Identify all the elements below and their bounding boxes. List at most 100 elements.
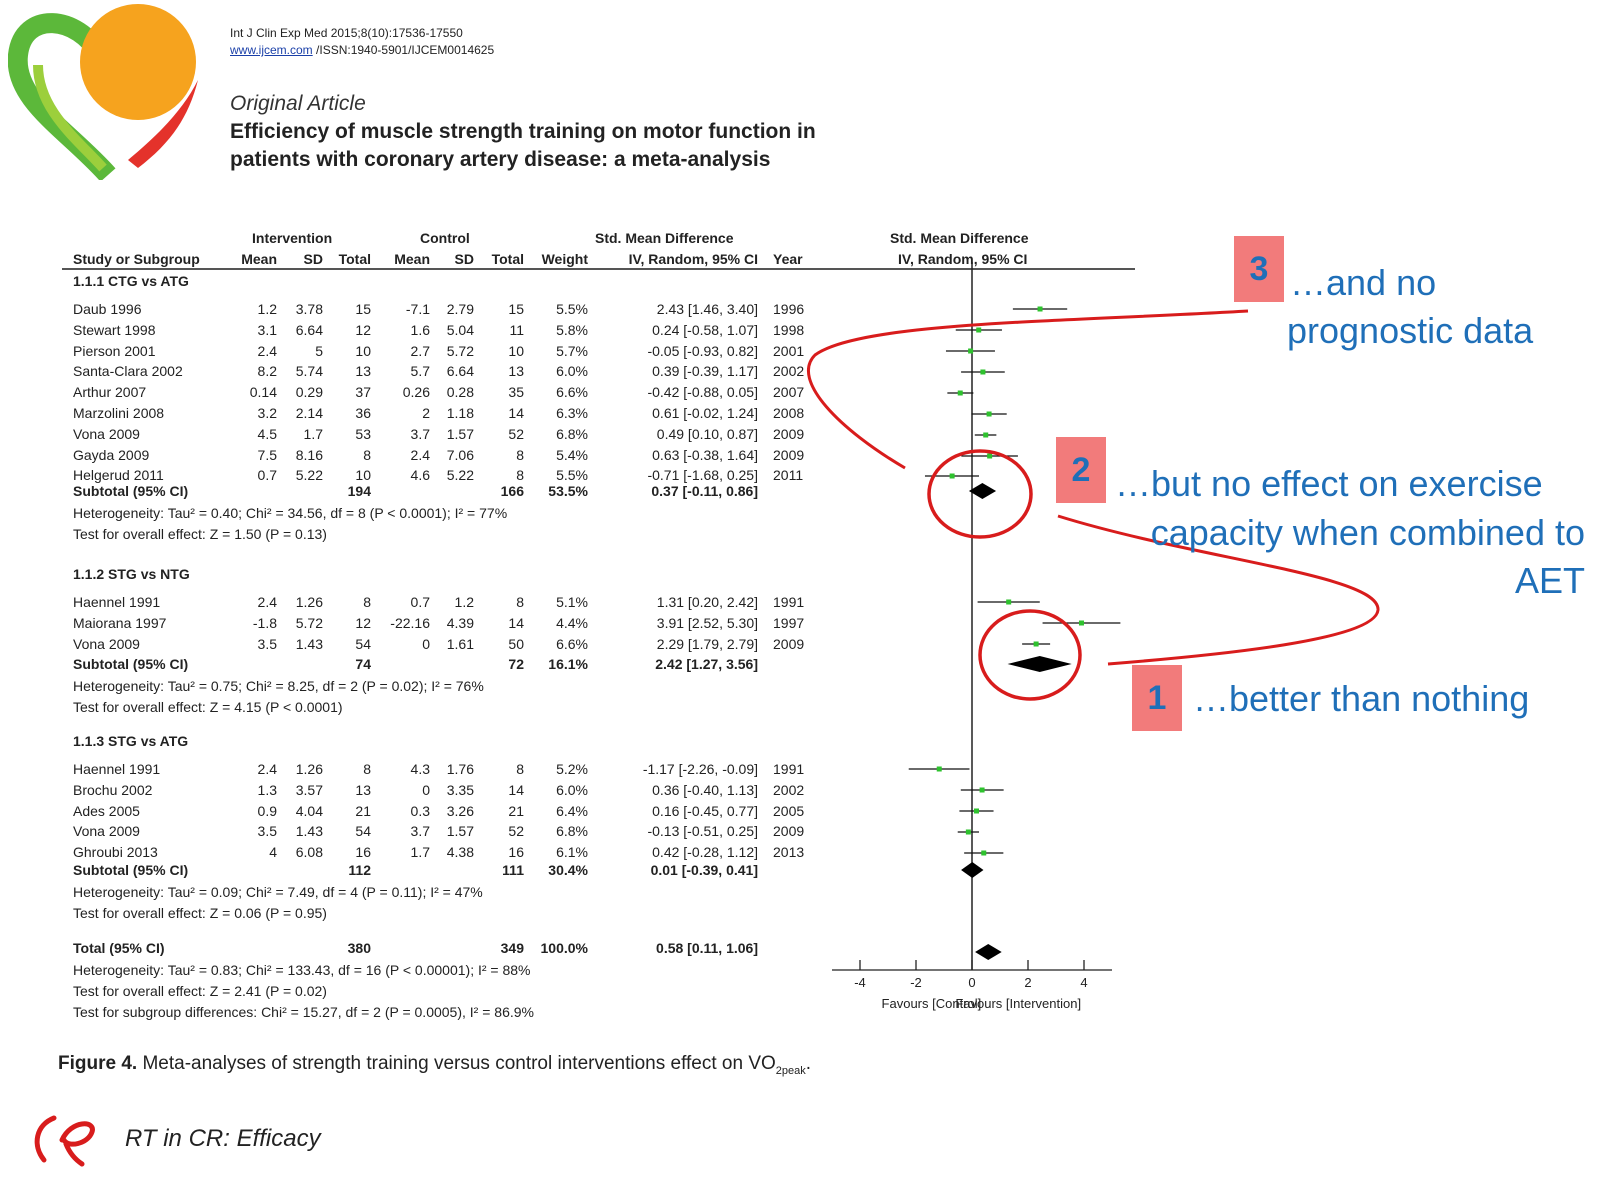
col-ci: IV, Random, 95% CI	[628, 251, 758, 267]
annotation-text-1: …better than nothing	[1193, 678, 1530, 719]
col-year: Year	[773, 251, 803, 267]
study-n1: 12	[355, 614, 371, 631]
study-m1: 7.5	[257, 446, 277, 463]
study-sd1: 1.43	[295, 823, 323, 840]
study-name: Marzolini 2008	[73, 405, 165, 421]
study-m2: 0	[422, 635, 430, 652]
study-row: Pierson 2001 2.4 5 10 2.7 5.72 10 5.7% -0.05 [-0…	[0, 342, 804, 361]
study-ci: -0.13 [-0.51, 0.25]	[647, 823, 758, 840]
study-row: Marzolini 2008 3.2 2.14 36 2 1.18 14 6.3% 0.61 […	[0, 405, 804, 423]
study-row: Arthur 2007 0.14 0.29 37 0.26 0.28 35 6.6% -0.42…	[0, 384, 804, 402]
study-m1: 0.14	[249, 384, 277, 401]
study-year: 1997	[773, 614, 805, 631]
study-m2: 0.3	[410, 802, 430, 819]
subgroup-heterogeneity: Heterogeneity: Tau² = 0.40; Chi² = 34.56…	[73, 505, 508, 521]
study-m1: 1.2	[257, 301, 277, 317]
col-total: Total	[338, 251, 371, 267]
study-n1: 37	[355, 384, 371, 401]
annotation-text-2a: …but no effect on exercise	[1115, 463, 1543, 504]
study-year: 2009	[773, 635, 805, 652]
figure-caption: Figure 4. Meta-analyses of strength trai…	[58, 1053, 811, 1077]
study-n2: 14	[508, 405, 524, 421]
col-sd: SD	[303, 251, 323, 267]
study-n2: 21	[508, 802, 524, 819]
study-m2: 1.7	[410, 844, 430, 861]
study-sd1: 2.14	[295, 405, 323, 421]
study-name: Vona 2009	[73, 635, 140, 652]
study-name: Maiorana 1997	[73, 614, 167, 631]
study-m2: 5.7	[410, 363, 430, 380]
study-row: Vona 2009 4.5 1.7 53 3.7 1.57 52 6.8% 0.49 [0.10…	[0, 425, 804, 444]
study-point	[987, 453, 993, 459]
study-ci: 0.16 [-0.45, 0.77]	[652, 802, 758, 819]
study-sd1: 4.04	[295, 802, 323, 819]
study-n1: 12	[355, 321, 371, 338]
study-year: 2008	[773, 405, 805, 421]
study-n2: 14	[508, 614, 524, 631]
col-sd2: SD	[454, 251, 474, 267]
x-label-control: Favours [Control]	[882, 996, 982, 1011]
annotation-number-2: 2	[1056, 437, 1106, 503]
pooled-diamond	[1007, 656, 1072, 672]
journal-logo	[8, 4, 198, 180]
study-sd2: 5.22	[446, 467, 474, 484]
study-n1: 21	[355, 802, 371, 819]
study-name: Helgerud 2011	[73, 467, 164, 484]
journal-url-line: www.ijcem.com /ISSN:1940-5901/IJCEM00146…	[230, 43, 494, 58]
study-ci: 0.36 [-0.40, 1.13]	[652, 781, 758, 798]
subtotal-n2: 72	[508, 656, 524, 672]
study-sd1: 3.57	[295, 781, 323, 798]
study-year: 2009	[773, 823, 805, 840]
study-m1: 0.9	[257, 802, 277, 819]
study-point	[981, 850, 987, 856]
study-ci: 0.24 [-0.58, 1.07]	[652, 321, 758, 338]
subtotal-w: 53.5%	[548, 483, 588, 499]
study-point	[979, 787, 985, 793]
study-sd1: 5.72	[295, 614, 323, 631]
study-row: Gayda 2009 7.5 8.16 8 2.4 7.06 8 5.4% 0.63 [-0.3…	[0, 446, 804, 465]
study-n2: 35	[508, 384, 524, 401]
study-w: 6.0%	[556, 781, 588, 798]
study-point	[980, 369, 986, 375]
study-sd2: 1.18	[446, 405, 474, 421]
study-name: Haennel 1991	[73, 761, 161, 777]
col-ci-plot: IV, Random, 95% CI	[898, 251, 1028, 267]
study-sd1: 6.64	[295, 321, 323, 338]
study-year: 1991	[773, 594, 805, 610]
subtotal-row: Subtotal (95% CI) 74 72 16.1% 2.42 [1.27, 3.…	[0, 656, 800, 674]
study-sd1: 6.08	[295, 844, 323, 861]
annotation-text-2c: AET	[1514, 560, 1585, 601]
study-sd2: 0.28	[446, 384, 474, 401]
journal-url-link[interactable]: www.ijcem.com	[230, 43, 313, 57]
study-ci: 3.91 [2.52, 5.30]	[656, 614, 758, 631]
study-sd1: 3.78	[295, 301, 323, 317]
study-sd2: 4.38	[446, 844, 474, 861]
x-tick-label: 2	[1024, 975, 1031, 990]
study-sd2: 6.64	[446, 363, 474, 380]
study-name: Vona 2009	[73, 823, 140, 840]
study-n2: 13	[508, 363, 524, 380]
annotation-line-3	[807, 309, 1249, 470]
study-w: 5.2%	[556, 761, 588, 777]
subgroup-heterogeneity: Heterogeneity: Tau² = 0.09; Chi² = 7.49,…	[73, 884, 483, 900]
study-ci: -0.05 [-0.93, 0.82]	[647, 342, 758, 359]
study-year: 1996	[773, 301, 805, 317]
study-point	[973, 808, 979, 814]
study-n1: 13	[355, 363, 371, 380]
subtotal-ci: 2.42 [1.27, 3.56]	[655, 656, 758, 672]
study-m2: 3.7	[410, 425, 430, 442]
study-name: Daub 1996	[73, 301, 142, 317]
study-row: Vona 2009 3.5 1.43 54 3.7 1.57 52 6.8% -0.13 [-0…	[0, 823, 804, 841]
society-logo	[34, 1115, 95, 1167]
pooled-diamond	[975, 944, 1002, 960]
study-point	[1078, 620, 1084, 626]
total-row: Total (95% CI) 380 349 100.0% 0.58 [0.11…	[0, 940, 800, 958]
study-point	[1033, 641, 1039, 647]
study-n1: 8	[363, 594, 371, 610]
study-w: 5.7%	[556, 342, 588, 359]
pooled-diamond	[968, 483, 997, 499]
subgroup-title: 1.1.1 CTG vs ATG	[73, 273, 189, 289]
study-year: 2002	[773, 781, 805, 798]
study-ci: -0.42 [-0.88, 0.05]	[647, 384, 758, 401]
study-n1: 53	[355, 425, 371, 442]
